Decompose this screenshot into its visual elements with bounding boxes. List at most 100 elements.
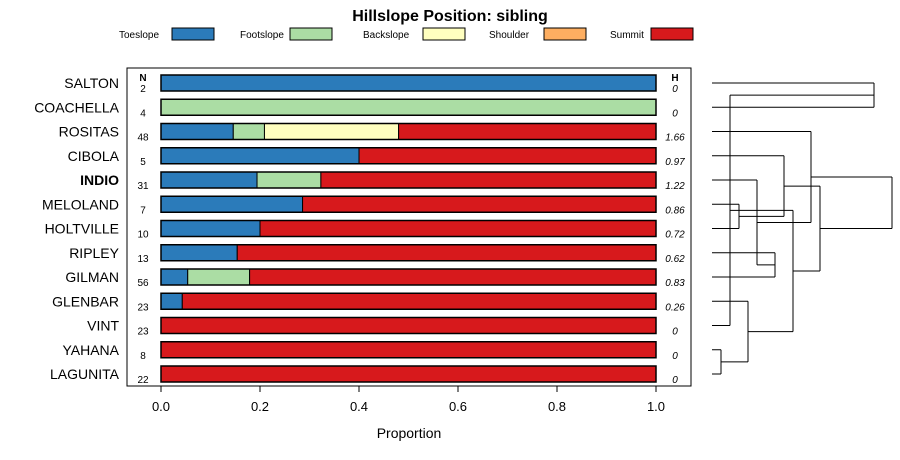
plot-frame <box>126 67 692 387</box>
n-value: 13 <box>137 254 149 265</box>
legend-swatch-backslope <box>422 27 466 41</box>
bar-outline <box>160 147 657 165</box>
n-value: 7 <box>140 205 146 216</box>
h-value: 0 <box>672 375 678 386</box>
bar-outline <box>160 316 657 335</box>
bar-segment-summit <box>302 195 657 213</box>
category-label: COACHELLA <box>34 99 119 115</box>
bar-segment-summit <box>249 268 657 286</box>
h-value: 0 <box>672 108 678 119</box>
n-value: 5 <box>140 157 146 168</box>
bar-segment-footslope <box>256 171 322 189</box>
x-tick-label: 1.0 <box>647 399 665 414</box>
bar-outline <box>160 171 657 189</box>
n-value: 31 <box>137 181 149 192</box>
legend-swatch-summit <box>650 27 694 41</box>
legend-swatch-footslope <box>289 27 333 41</box>
h-value: 1.66 <box>665 133 685 144</box>
category-label: RIPLEY <box>69 245 119 261</box>
bar-segment-toeslope <box>160 123 234 140</box>
h-value: 0.86 <box>665 205 685 216</box>
legend-label-footslope: Footslope <box>240 30 284 41</box>
bar-segment-footslope <box>160 98 657 116</box>
n-value: 23 <box>137 327 149 338</box>
bar-segment-summit <box>259 220 657 237</box>
legend: Toeslope Footslope Backslope Shoulder Summit <box>119 27 694 41</box>
category-labels: SALTON COACHELLA ROSITAS CIBOLA INDIO MELOLAN… <box>34 75 119 382</box>
bar-segment-summit <box>320 171 657 189</box>
bar-segment-toeslope <box>160 74 657 92</box>
category-label: INDIO <box>80 172 119 188</box>
category-label: MELOLAND <box>42 196 119 212</box>
n-value: 22 <box>137 375 149 386</box>
x-tick-label: 0.0 <box>152 399 170 414</box>
legend-swatch-toeslope <box>171 27 215 41</box>
legend-label-backslope: Backslope <box>363 30 410 41</box>
legend-swatch-shoulder <box>543 27 587 41</box>
x-tick-label: 0.4 <box>350 399 368 414</box>
h-header: H <box>671 73 678 84</box>
n-value: 2 <box>140 84 146 95</box>
legend-label-shoulder: Shoulder <box>489 30 530 41</box>
bar-outline <box>160 268 657 286</box>
bar-outline <box>160 341 657 359</box>
bars <box>160 74 657 383</box>
h-value: 0.26 <box>665 302 685 313</box>
bar-segment-toeslope <box>160 268 189 286</box>
category-label: CIBOLA <box>68 148 120 164</box>
legend-label-summit: Summit <box>610 30 644 41</box>
bar-segment-footslope <box>187 268 251 286</box>
bar-segment-summit <box>160 365 657 383</box>
h-value: 0.83 <box>665 278 685 289</box>
bar-segment-footslope <box>232 123 265 140</box>
bar-segment-backslope <box>263 123 400 140</box>
bar-segment-summit <box>181 292 657 310</box>
h-value: 0.62 <box>665 254 685 265</box>
bar-segment-toeslope <box>160 147 360 165</box>
category-label: GLENBAR <box>52 293 119 309</box>
n-values: 2 4 48 5 31 7 10 13 56 23 23 8 22 <box>137 84 149 386</box>
bar-outline <box>160 195 657 213</box>
n-value: 10 <box>137 230 149 241</box>
h-value: 1.22 <box>665 181 685 192</box>
category-label: LAGUNITA <box>50 366 120 382</box>
bar-outline <box>160 244 657 262</box>
category-label: ROSITAS <box>59 124 119 140</box>
h-value: 0 <box>672 84 678 95</box>
n-value: 48 <box>137 133 149 144</box>
x-axis: 0.0 0.2 0.4 0.6 0.8 1.0 <box>152 386 665 414</box>
h-values: 0 0 1.66 0.97 1.22 0.86 0.72 0.62 0.83 0.26 0 0 0 <box>665 84 685 386</box>
x-tick-label: 0.8 <box>548 399 566 414</box>
bar-segment-summit <box>398 123 657 140</box>
bar-segment-toeslope <box>160 195 304 213</box>
chart-title: Hillslope Position: sibling <box>352 8 548 25</box>
n-value: 4 <box>140 108 146 119</box>
bar-outline <box>160 98 657 116</box>
category-label: HOLTVILLE <box>45 221 119 237</box>
bar-segment-toeslope <box>160 220 261 237</box>
bar-segment-summit <box>160 317 657 334</box>
bar-segment-summit <box>160 341 657 359</box>
h-value: 0 <box>672 351 678 362</box>
bar-outline <box>160 292 657 310</box>
bar-segment-summit <box>358 147 657 165</box>
bar-segment-toeslope <box>160 171 258 189</box>
category-label: GILMAN <box>65 269 119 285</box>
h-value: 0.97 <box>665 157 685 168</box>
bar-segment-toeslope <box>160 244 238 262</box>
n-value: 8 <box>140 351 146 362</box>
n-header: N <box>139 73 146 84</box>
category-label: SALTON <box>64 75 119 91</box>
bar-segment-summit <box>236 244 657 262</box>
n-value: 56 <box>137 278 149 289</box>
category-label: VINT <box>87 318 119 334</box>
bar-outline <box>160 365 657 383</box>
x-tick-label: 0.6 <box>449 399 467 414</box>
legend-label-toeslope: Toeslope <box>119 30 159 41</box>
bar-segment-toeslope <box>160 292 183 310</box>
dendrogram <box>712 82 893 375</box>
h-value: 0.72 <box>665 230 685 241</box>
x-axis-title: Proportion <box>377 425 442 441</box>
x-tick-label: 0.2 <box>251 399 269 414</box>
